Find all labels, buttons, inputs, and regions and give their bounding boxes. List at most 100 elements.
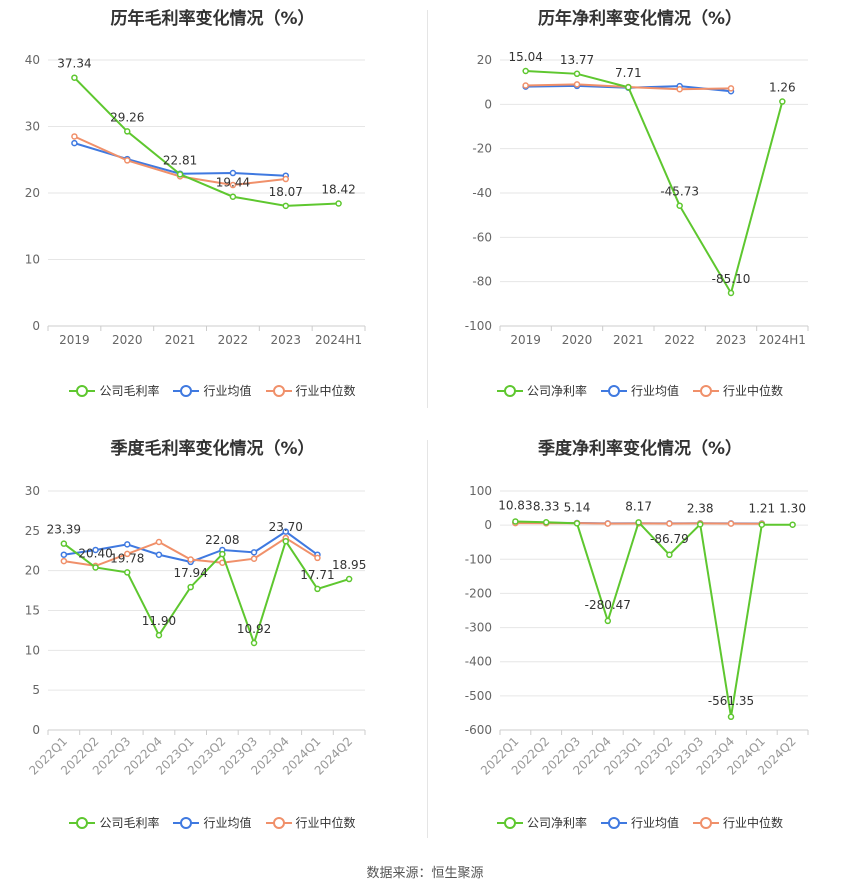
data-point — [282, 175, 289, 183]
data-label: 15.04 — [508, 50, 542, 64]
legend-item[interactable]: 行业均值 — [600, 814, 679, 831]
data-point — [335, 200, 342, 207]
x-tick-label: 2022 — [218, 333, 249, 347]
legend-label: 行业均值 — [630, 384, 679, 398]
legend-item[interactable]: 行业中位数 — [693, 382, 783, 399]
legend-item[interactable]: 行业中位数 — [265, 814, 356, 831]
data-label: -86.79 — [650, 532, 689, 546]
data-point — [727, 520, 735, 527]
data-label: 8.17 — [625, 499, 652, 513]
x-tick-label: 2024H1 — [315, 333, 362, 347]
data-label: 17.94 — [173, 566, 207, 580]
data-label: -85.10 — [712, 272, 751, 286]
data-point — [124, 157, 131, 164]
data-point — [92, 546, 99, 554]
data-point — [229, 169, 237, 177]
legend-marker-icon — [693, 816, 719, 830]
legend-item[interactable]: 公司毛利率 — [69, 814, 159, 831]
data-point — [542, 519, 550, 526]
data-point — [124, 569, 131, 576]
legend-item[interactable]: 公司净利率 — [496, 382, 587, 399]
data-point — [229, 181, 237, 189]
data-label: 37.34 — [57, 57, 91, 71]
legend-marker-icon — [496, 384, 523, 398]
legend-item[interactable]: 公司净利率 — [496, 814, 587, 831]
data-point — [789, 521, 796, 528]
x-tick-label: 2019 — [59, 333, 90, 347]
y-tick-label: -100 — [465, 319, 492, 333]
y-tick-label: 0 — [32, 319, 40, 333]
y-tick-label: 0 — [484, 518, 492, 532]
y-tick-label: -600 — [465, 723, 492, 737]
data-point — [187, 556, 194, 563]
y-tick-label: -20 — [472, 142, 492, 156]
legend-marker-icon — [173, 384, 200, 398]
legend-item[interactable]: 行业均值 — [173, 382, 252, 399]
x-tick-label: 2020 — [112, 333, 143, 347]
data-point — [696, 521, 704, 528]
chart-title: 历年净利率变化情况（%） — [537, 9, 743, 29]
legend-marker-icon — [496, 816, 523, 830]
legend-label: 公司毛利率 — [99, 816, 160, 830]
data-point — [666, 520, 673, 527]
data-label: 18.42 — [321, 183, 355, 197]
legend-label: 行业中位数 — [295, 384, 356, 398]
data-label: 11.90 — [142, 614, 176, 628]
legend-label: 行业均值 — [630, 816, 679, 830]
chart-panel-quarterly-gross-margin: 季度毛利率变化情况（%） 0 5 10 15 20 25 30 2022Q1 2022Q2 202… — [0, 430, 425, 855]
data-point — [666, 551, 673, 559]
data-label: -561.35 — [708, 694, 754, 708]
y-tick-label: 0 — [32, 723, 40, 737]
legend-item[interactable]: 行业均值 — [173, 814, 252, 831]
data-point — [573, 70, 581, 78]
data-label: 18.95 — [332, 558, 366, 572]
legend-item[interactable]: 行业中位数 — [693, 814, 783, 831]
y-tick-label: -200 — [465, 586, 492, 600]
data-point — [250, 639, 258, 647]
legend-label: 公司净利率 — [526, 384, 587, 398]
data-point — [635, 519, 642, 526]
data-point — [92, 564, 99, 571]
data-label: 8.33 — [533, 499, 560, 513]
data-label: 13.77 — [560, 53, 594, 67]
chart-title: 历年毛利率变化情况（%） — [110, 9, 315, 29]
data-label: 5.14 — [564, 500, 591, 514]
data-point — [522, 82, 529, 89]
x-tick-label: 2023 — [270, 333, 301, 347]
chart-plot: -100 -80 -60 -40 -20 0 20 2019 2020 2021 2022 2023 2… — [465, 50, 809, 347]
data-label: 1.26 — [769, 81, 796, 95]
legend-label: 行业均值 — [203, 816, 252, 830]
x-tick-label: 2021 — [613, 333, 644, 347]
x-tick-label: 2020 — [562, 333, 593, 347]
chart-legend: 公司净利率 行业均值 行业中位数 — [430, 382, 850, 399]
data-point — [314, 554, 321, 562]
data-point — [676, 86, 683, 93]
data-point — [282, 537, 289, 545]
data-point — [219, 550, 226, 558]
data-point — [71, 139, 78, 147]
legend-marker-icon — [173, 816, 200, 830]
data-point — [60, 551, 68, 558]
series-line — [515, 520, 793, 717]
chart-panel-annual-gross-margin: 历年毛利率变化情况（%） 0 10 20 30 40 2019 2020 2021 2022 20… — [0, 0, 425, 410]
data-label: 19.44 — [216, 176, 250, 190]
data-point — [604, 617, 612, 625]
data-point — [124, 128, 131, 135]
x-tick-label: 2019 — [510, 333, 541, 347]
y-tick-label: 30 — [25, 484, 40, 498]
legend-item[interactable]: 行业中位数 — [265, 382, 356, 399]
legend-label: 行业均值 — [203, 384, 252, 398]
x-tick-label: 2022 — [664, 333, 695, 347]
chart-plot: 0510152025302022Q12022Q22022Q32022Q42023… — [25, 484, 367, 778]
data-point — [71, 133, 78, 140]
data-point — [71, 74, 78, 81]
legend-item[interactable]: 公司毛利率 — [69, 382, 159, 399]
legend-marker-icon — [600, 384, 627, 398]
data-point — [779, 98, 786, 105]
data-label: 19.78 — [110, 551, 144, 565]
data-source-note: 数据来源：恒生聚源 — [366, 866, 484, 881]
data-point — [727, 85, 735, 92]
legend-item[interactable]: 行业均值 — [600, 382, 679, 399]
chart-panel-annual-net-margin: 历年净利率变化情况（%） -100 -80 -60 -40 -20 0 20 2019 2020… — [430, 0, 850, 410]
data-point — [229, 193, 237, 200]
